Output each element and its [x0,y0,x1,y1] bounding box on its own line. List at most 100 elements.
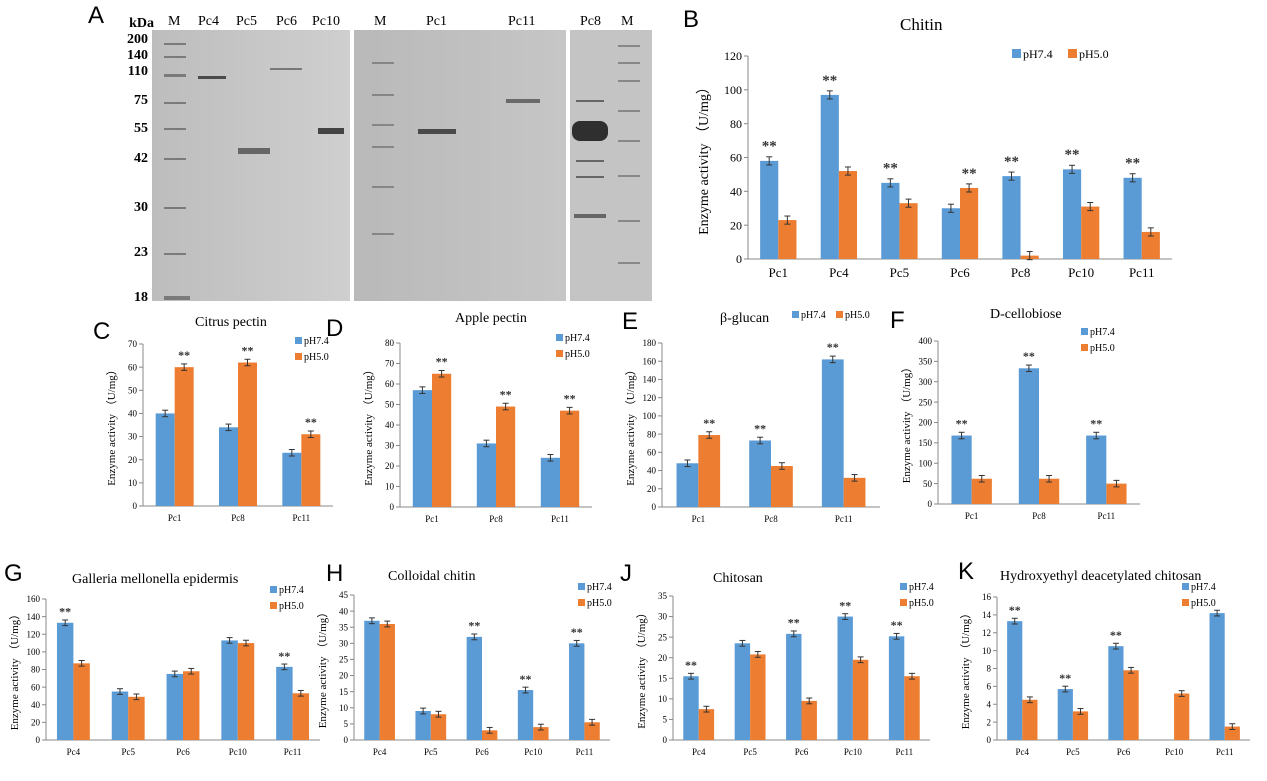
x-tick-label: Pc5 [890,265,910,280]
y-axis-label: Enzyme activity （U/mg） [105,364,118,486]
y-tick-label: 100 [724,83,742,97]
y-tick-label: 20 [31,718,41,728]
significance-label: ** [242,343,254,357]
lane-label: Pc8 [580,14,601,29]
lane-label: Pc4 [198,14,219,29]
y-tick-label: 16 [982,592,992,602]
significance-label: ** [827,340,839,354]
bar [734,643,751,740]
bar [276,666,293,740]
y-tick-label: 10 [982,646,992,656]
y-tick-label: 350 [919,357,933,367]
significance-label: ** [891,618,903,632]
bar [430,714,447,740]
bar [219,427,238,506]
bar [1086,435,1107,504]
y-axis-label: Enzyme activity （U/mg） [8,609,21,731]
lane-label: Pc6 [276,14,297,29]
x-tick-label: Pc1 [769,265,789,280]
y-tick-label: 70 [128,339,138,349]
legend-label: pH7.4 [565,333,590,344]
bar [1018,368,1039,504]
chart-h: Colloidal chitin 0 5 10 15 20 25 30 35 40 45 Enzyme… [316,569,612,757]
chart-title: Colloidal chitin [388,569,476,584]
y-tick-label: 35 [339,622,349,632]
y-tick-label: 10 [658,694,668,704]
legend-label: pH5.0 [565,349,590,360]
y-tick-label: 35 [658,591,668,601]
chart-title: Chitin [900,15,943,34]
y-tick-label: 180 [643,338,657,348]
y-tick-label: 4 [987,699,992,709]
bar [584,722,600,740]
y-tick-label: 5 [344,719,349,729]
bar [237,643,255,740]
bar [238,362,257,506]
y-tick-label: 20 [730,218,742,232]
y-tick-label: 40 [31,700,41,710]
x-tick-label: Pc11 [292,513,310,523]
y-tick-label: 10 [339,703,349,713]
significance-label: ** [571,625,583,639]
x-tick-label: Pc10 [844,747,863,757]
chart-title: Galleria mellonella epidermis [72,572,238,587]
significance-label: ** [436,355,448,369]
x-tick-label: Pc11 [1129,265,1155,280]
panel-letter-a: A [88,2,105,29]
bar [676,463,699,507]
y-tick-label: 20 [385,461,395,471]
bar [301,434,321,506]
y-tick-label: 50 [923,479,933,489]
bar [1174,693,1190,740]
y-tick-label: 200 [919,418,933,428]
bar [801,700,817,740]
chart-d: Apple pectin 0 10 20 30 40 50 60 70 80 Enzyme acti… [362,311,592,524]
y-tick-label: 0 [344,735,349,745]
marker-label: 42 [134,151,148,166]
bar [73,663,90,740]
panel-letter-j: J [620,560,632,587]
y-tick-label: 80 [385,338,395,348]
marker-label: 110 [127,64,148,79]
x-tick-label: Pc6 [176,747,190,757]
y-axis-label: Enzyme activity （U/mg） [362,364,375,486]
y-tick-label: 40 [385,420,395,430]
legend-label: pH7.4 [587,582,612,593]
x-tick-label: Pc11 [895,747,913,757]
panel-letter-e: E [622,308,639,335]
bar [1062,169,1082,259]
legend-swatch [578,583,585,590]
chart-k: Hydroxyethyl deacetylated chitosan 0 2 4 6 8 1… [959,569,1250,757]
legend-label: pH5.0 [1191,598,1216,609]
legend-swatch [1012,49,1021,58]
y-tick-label: 0 [928,499,933,509]
kda-title: kDa [129,16,154,31]
bar [960,187,979,259]
marker-label: 75 [134,93,148,108]
lane-label: Pc1 [426,14,447,29]
significance-label: ** [305,415,317,429]
bar [569,643,585,740]
panel-letter-c: C [93,318,111,345]
bar [1123,177,1142,259]
x-tick-label: Pc8 [1032,511,1046,521]
bar [292,693,310,740]
bar [221,640,238,740]
significance-label: ** [762,139,777,155]
marker-label: 55 [134,121,148,136]
y-tick-label: 60 [385,379,395,389]
x-tick-label: Pc5 [121,747,135,757]
bar [1106,483,1127,504]
y-tick-label: 15 [658,673,668,683]
panel-letter-k: K [958,558,975,585]
y-tick-label: 20 [128,455,138,465]
legend-label: pH7.4 [909,582,934,593]
bar [415,711,431,740]
bar [750,654,766,740]
y-tick-label: 60 [730,151,742,165]
bar [1002,176,1021,259]
marker-label: 23 [134,245,148,260]
significance-label: ** [839,598,851,612]
significance-label: ** [1004,154,1019,170]
bar [364,620,380,740]
